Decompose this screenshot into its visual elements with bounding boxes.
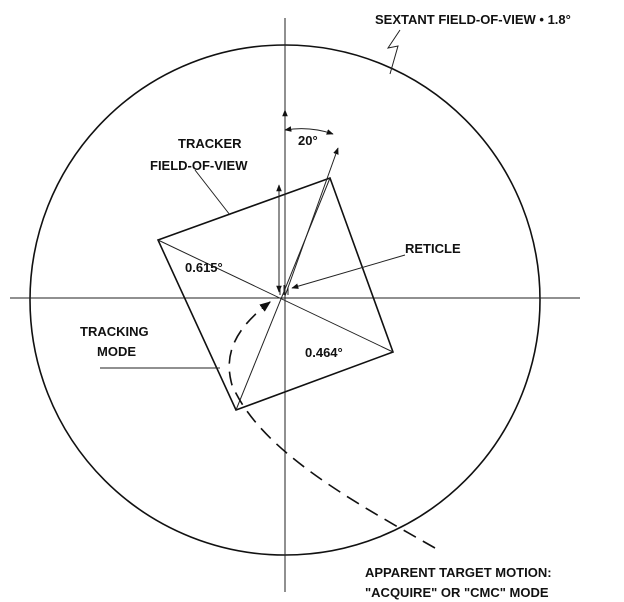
reticle [279,285,289,295]
sextant-pointer [386,29,401,75]
tracker-label: FIELD-OF-VIEW [150,158,248,173]
sextant-label: SEXTANT FIELD-OF-VIEW • 1.8° [375,12,571,27]
tracker-pointer [194,169,231,216]
reticle-label: RETICLE [405,241,461,256]
tracker-square [156,176,395,412]
diagonal [157,239,394,353]
reticle-pointer [291,254,406,289]
tracking-label: MODE [97,344,136,359]
tracker-label: TRACKER [178,136,242,151]
target-motion-path [228,301,436,549]
diagonal [235,177,331,411]
tracking-label: TRACKING [80,324,149,339]
motion-label: "ACQUIRE" OR "CMC" MODE [365,585,549,600]
width-label: 0.615° [185,260,223,275]
motion-label: APPARENT TARGET MOTION: [365,565,552,580]
angle-arc [284,126,334,135]
height-label: 0.464° [305,345,343,360]
angle-label: 20° [298,133,318,148]
angle-arrow [284,147,339,297]
